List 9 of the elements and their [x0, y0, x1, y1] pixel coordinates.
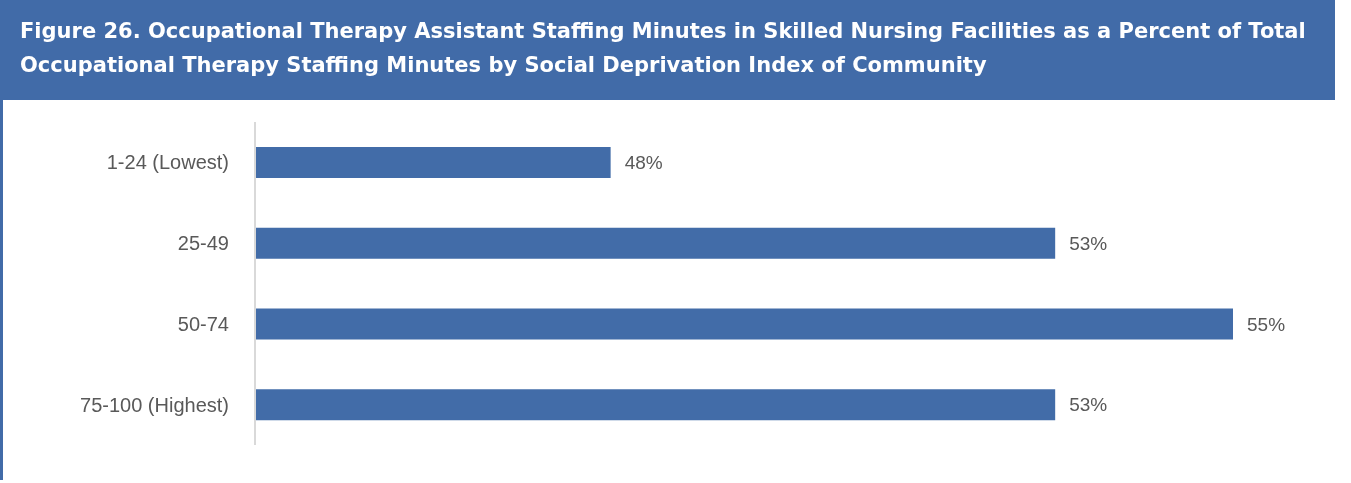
y-tick-label: 25-49	[177, 232, 229, 255]
data-label: 53%	[1069, 394, 1108, 416]
data-label: 53%	[1069, 232, 1108, 254]
y-tick-label: 1-24 (Lowest)	[106, 151, 229, 174]
data-label: 48%	[624, 152, 663, 174]
y-tick-label: 75-100 (Highest)	[80, 393, 229, 416]
data-label: 55%	[1247, 313, 1286, 335]
chart-title: Figure 26. Occupational Therapy Assistant Staffing Minutes in Skilled Nursing Facilities as a Percent of Total Occupational Therapy Staffing Minutes by Social Deprivation Index of Community	[0, 0, 1335, 100]
y-tick-label: 50-74	[177, 312, 229, 335]
